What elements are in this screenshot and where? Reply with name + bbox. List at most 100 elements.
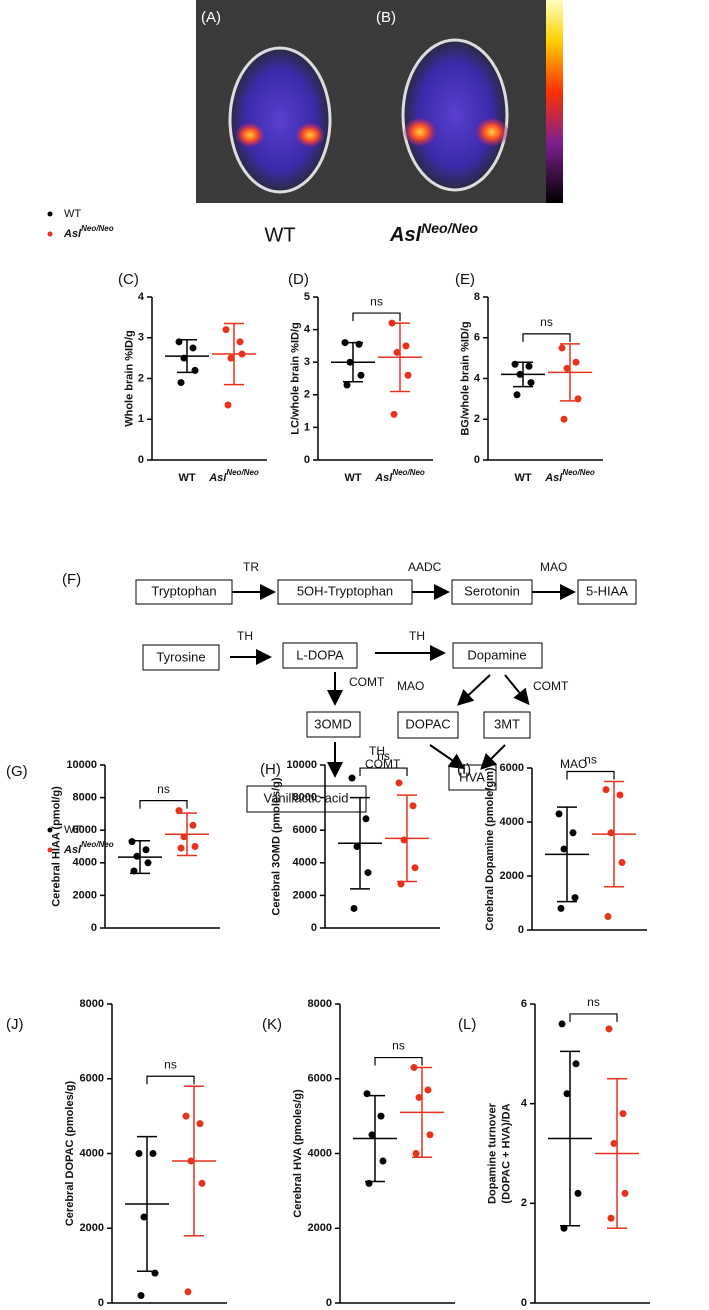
x-tick-sup: Neo/Neo [392, 468, 425, 477]
y-tick-label: 8000 [73, 792, 97, 804]
data-point [238, 350, 246, 358]
y-tick-label: 2000 [73, 889, 97, 901]
legend-sup: Neo/Neo [81, 224, 114, 233]
node: 3MT [483, 711, 531, 739]
y-tick-label: 6 [521, 998, 527, 1010]
data-point [393, 348, 401, 356]
x-tick-label: AslNeo/Neo [374, 468, 425, 484]
y-tick-label: 4000 [500, 816, 524, 828]
y-axis-label: BG/whole brain %ID/g [459, 321, 471, 435]
significance-bracket [566, 770, 615, 780]
y-tick-label: 2 [474, 413, 480, 425]
legend-entry: WT [64, 208, 81, 220]
y-axis-label: Cerebral DOPAC (pmoles/g) [64, 1081, 76, 1227]
data-point [602, 786, 610, 794]
node: Vanillactic acid [246, 785, 367, 813]
significance-label: ns [587, 995, 600, 1009]
node: DOPAC [397, 711, 459, 739]
legend-entry: AslNeo/Neo [63, 840, 114, 856]
data-point [341, 339, 349, 347]
y-tick-label: 0 [311, 922, 317, 934]
data-point [563, 364, 571, 372]
arrow [457, 674, 491, 706]
node-label: 3OMD [314, 716, 352, 731]
data-point [560, 1224, 568, 1232]
y-axis-label: Cerebral HIAA (pmol/g) [50, 786, 62, 907]
pet-images: (A) (B) [196, 0, 563, 203]
y-tick-label: 10000 [286, 759, 317, 771]
significance-bracket [352, 312, 401, 322]
y-axis-label: Whole brain %ID/g [123, 330, 135, 427]
y-tick-label: 4000 [73, 857, 97, 869]
node: 5-HIAA [577, 579, 637, 605]
x-tick-label: WT [178, 472, 195, 484]
data-point [412, 1150, 420, 1157]
y-tick-label: 4000 [80, 1147, 104, 1159]
data-point [411, 864, 419, 872]
data-point [404, 371, 412, 379]
significance-label: ns [377, 749, 390, 763]
y-tick-label: 3 [304, 356, 310, 368]
significance-bracket [359, 767, 408, 777]
significance-bracket [374, 1056, 423, 1066]
data-point [191, 366, 199, 374]
x-tick-text: Asl [208, 472, 227, 484]
x-tick-label: AslNeo/Neo [208, 468, 259, 484]
legend-marker [47, 211, 53, 217]
legend-text: WT [64, 824, 81, 836]
y-tick-label: 1 [304, 421, 310, 433]
data-point [572, 1060, 580, 1068]
data-point [222, 326, 230, 334]
data-point [182, 1112, 190, 1120]
node-label: 5OH-Tryptophan [297, 583, 393, 598]
y-tick-label: 5 [304, 291, 310, 303]
data-point [555, 810, 563, 818]
y-tick-label: 2000 [80, 1222, 104, 1234]
pathway-diagram: (F) Tryptophan 5OH-Tryptophan Serotonin … [62, 560, 637, 813]
y-tick-label: 8000 [308, 998, 332, 1010]
legend-text: Asl [63, 228, 82, 240]
data-point [348, 774, 356, 782]
legend-marker [47, 231, 53, 237]
arrow [504, 674, 530, 706]
data-point [184, 1288, 192, 1296]
x-tick-text: WT [344, 472, 361, 484]
data-point [189, 344, 197, 352]
node: 5OH-Tryptophan [277, 579, 413, 605]
data-point [377, 1112, 385, 1120]
panel-label: (H) [260, 761, 281, 778]
y-tick-label: 2 [304, 389, 310, 401]
data-point [177, 379, 185, 387]
data-point [227, 354, 235, 362]
data-point [607, 829, 615, 837]
panel-label: (I) [457, 761, 471, 778]
data-point [343, 381, 351, 389]
significance-label: ns [392, 1039, 405, 1053]
data-point [130, 867, 138, 875]
data-point [196, 1120, 204, 1128]
data-point [357, 371, 365, 379]
image-label: (B) [376, 9, 396, 26]
significance-label: ns [540, 315, 553, 329]
y-tick-label: 0 [91, 922, 97, 934]
data-point [149, 1150, 157, 1157]
y-tick-label: 6000 [308, 1073, 332, 1085]
y-tick-label: 6000 [500, 762, 524, 774]
data-point [618, 859, 626, 866]
data-point [363, 1090, 371, 1098]
data-point [180, 833, 188, 841]
data-point [388, 319, 396, 327]
y-tick-label: 2000 [308, 1222, 332, 1234]
data-point [525, 362, 533, 370]
y-axis-label: Cerebral HVA (pmoles/g) [292, 1089, 304, 1218]
significance-bracket [522, 333, 571, 342]
legend-entry: AslNeo/Neo [63, 224, 114, 240]
legend-sup: Neo/Neo [81, 840, 114, 849]
panel-label: (K) [262, 1016, 282, 1033]
node-label: 5-HIAA [586, 583, 628, 598]
data-point [560, 415, 568, 423]
x-tick-label: WT [344, 472, 361, 484]
data-point [350, 904, 358, 912]
image-caption: AslNeo/Neo [389, 220, 478, 247]
data-point [607, 1214, 615, 1222]
